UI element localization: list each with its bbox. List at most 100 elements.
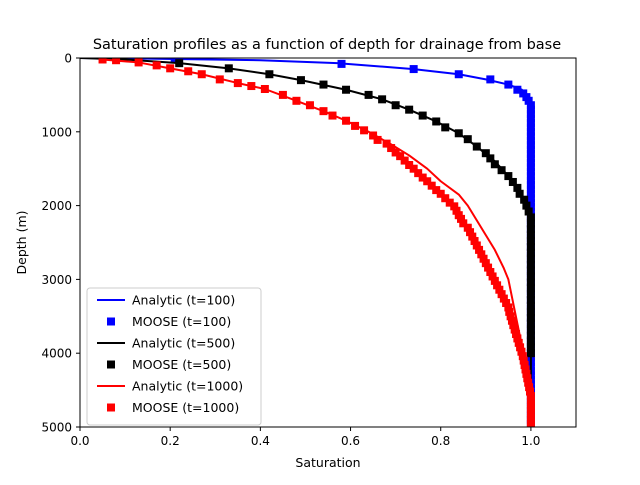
marker-moose-t-1000-75 — [523, 374, 532, 383]
y-tick-label-3: 3000 — [41, 273, 72, 287]
marker-moose-t-100-18 — [526, 136, 535, 145]
marker-moose-t-500-3 — [296, 76, 305, 85]
y-tick-label-0: 0 — [64, 52, 72, 66]
marker-moose-t-1000-36 — [450, 202, 459, 211]
marker-moose-t-100-30 — [526, 189, 535, 198]
marker-moose-t-500-27 — [526, 213, 535, 222]
axes-frame — [79, 57, 577, 428]
marker-moose-t-1000-46 — [475, 245, 484, 254]
marker-moose-t-1000-55 — [495, 285, 504, 294]
y-tick-label-4: 4000 — [41, 347, 72, 361]
marker-moose-t-1000-30 — [423, 177, 432, 186]
marker-moose-t-100-10 — [526, 101, 535, 110]
marker-moose-t-500-14 — [463, 135, 472, 144]
marker-moose-t-1000-0 — [98, 58, 107, 64]
marker-moose-t-1000-86 — [526, 422, 535, 427]
marker-moose-t-1000-76 — [524, 378, 533, 387]
marker-moose-t-1000-12 — [292, 96, 301, 105]
marker-moose-t-1000-67 — [514, 338, 523, 347]
marker-moose-t-1000-15 — [328, 111, 337, 120]
marker-moose-t-500-29 — [526, 225, 535, 234]
marker-moose-t-1000-61 — [506, 312, 515, 321]
marker-moose-t-1000-74 — [522, 369, 531, 378]
marker-moose-t-500-48 — [526, 337, 535, 346]
marker-moose-t-500-21 — [508, 177, 517, 186]
marker-moose-t-1000-71 — [519, 356, 528, 365]
marker-moose-t-1000-8 — [233, 79, 242, 88]
marker-moose-t-500-4 — [319, 80, 328, 89]
marker-moose-t-500-34 — [526, 254, 535, 263]
marker-moose-t-1000-6 — [197, 70, 206, 79]
marker-moose-t-1000-81 — [526, 400, 535, 409]
marker-moose-t-500-18 — [490, 160, 499, 169]
marker-moose-t-100-14 — [526, 118, 535, 127]
x-tick-label-1: 0.2 — [161, 434, 180, 448]
legend-label-analytic-t-100: Analytic (t=100) — [132, 293, 235, 308]
marker-moose-t-1000-13 — [305, 101, 314, 110]
marker-moose-t-1000-73 — [521, 365, 530, 374]
marker-moose-t-1000-9 — [247, 82, 256, 91]
marker-moose-t-500-40 — [526, 290, 535, 299]
x-tick-label-3: 0.6 — [341, 434, 360, 448]
marker-moose-t-1000-28 — [414, 169, 423, 178]
marker-moose-t-1000-40 — [459, 219, 468, 228]
marker-moose-t-1000-33 — [436, 189, 445, 198]
marker-moose-t-1000-63 — [509, 321, 518, 330]
marker-moose-t-500-33 — [526, 248, 535, 257]
marker-moose-t-500-7 — [378, 95, 387, 104]
marker-moose-t-500-1 — [224, 64, 233, 73]
marker-moose-t-1000-48 — [479, 254, 488, 263]
marker-moose-t-100-20 — [526, 145, 535, 154]
marker-moose-t-100-12 — [526, 110, 535, 119]
marker-moose-t-500-24 — [520, 195, 529, 204]
marker-moose-t-500-42 — [526, 301, 535, 310]
marker-moose-t-1000-66 — [513, 334, 522, 343]
marker-moose-t-500-26 — [524, 207, 533, 216]
marker-moose-t-1000-68 — [516, 343, 525, 352]
marker-moose-t-1000-34 — [441, 194, 450, 203]
marker-moose-t-100-29 — [526, 185, 535, 194]
marker-moose-t-500-6 — [364, 90, 373, 99]
marker-moose-t-1000-83 — [526, 409, 535, 418]
marker-moose-t-500-35 — [526, 260, 535, 269]
marker-moose-t-500-8 — [391, 101, 400, 110]
marker-moose-t-1000-80 — [526, 396, 535, 405]
marker-moose-t-1000-2 — [134, 58, 143, 67]
marker-moose-t-100-6 — [513, 85, 522, 94]
legend-label-analytic-t-500: Analytic (t=500) — [132, 336, 235, 351]
plot-area — [80, 58, 535, 427]
marker-moose-t-100-21 — [526, 149, 535, 158]
marker-moose-t-1000-56 — [497, 290, 506, 299]
marker-moose-t-1000-84 — [526, 414, 535, 423]
marker-moose-t-500-0 — [175, 59, 184, 68]
marker-moose-t-100-15 — [526, 123, 535, 132]
marker-moose-t-1000-41 — [463, 223, 472, 232]
marker-moose-t-500-38 — [526, 278, 535, 287]
marker-moose-t-1000-59 — [504, 303, 513, 312]
marker-moose-t-100-0 — [170, 58, 179, 64]
marker-moose-t-100-28 — [526, 180, 535, 189]
marker-moose-t-1000-24 — [396, 152, 405, 161]
marker-moose-t-1000-44 — [470, 237, 479, 246]
marker-moose-t-1000-72 — [520, 361, 529, 370]
x-tick-label-2: 0.4 — [251, 434, 270, 448]
marker-moose-t-500-49 — [526, 343, 535, 352]
marker-moose-t-100-24 — [526, 163, 535, 172]
marker-moose-t-1000-65 — [512, 330, 521, 339]
marker-moose-t-100-23 — [526, 158, 535, 167]
marker-moose-t-1000-43 — [468, 232, 477, 241]
marker-moose-t-500-50 — [526, 349, 535, 358]
marker-moose-t-500-45 — [526, 319, 535, 328]
y-tick-label-2: 2000 — [41, 199, 72, 213]
x-tick-label-4: 0.8 — [431, 434, 450, 448]
marker-moose-t-100-27 — [526, 176, 535, 185]
marker-moose-t-100-11 — [526, 105, 535, 114]
marker-moose-t-100-1 — [337, 59, 346, 68]
marker-moose-t-500-47 — [526, 331, 535, 340]
marker-moose-t-500-25 — [522, 201, 531, 210]
marker-moose-t-1000-78 — [526, 387, 535, 396]
marker-moose-t-1000-16 — [342, 116, 351, 125]
legend-label-moose-t-100: MOOSE (t=100) — [132, 314, 231, 329]
marker-moose-t-500-46 — [526, 325, 535, 334]
axis-ticks: 0.0 0.2 0.4 0.6 0.8 1.0 0 1000 2000 3000 4000 5000 — [41, 52, 540, 449]
